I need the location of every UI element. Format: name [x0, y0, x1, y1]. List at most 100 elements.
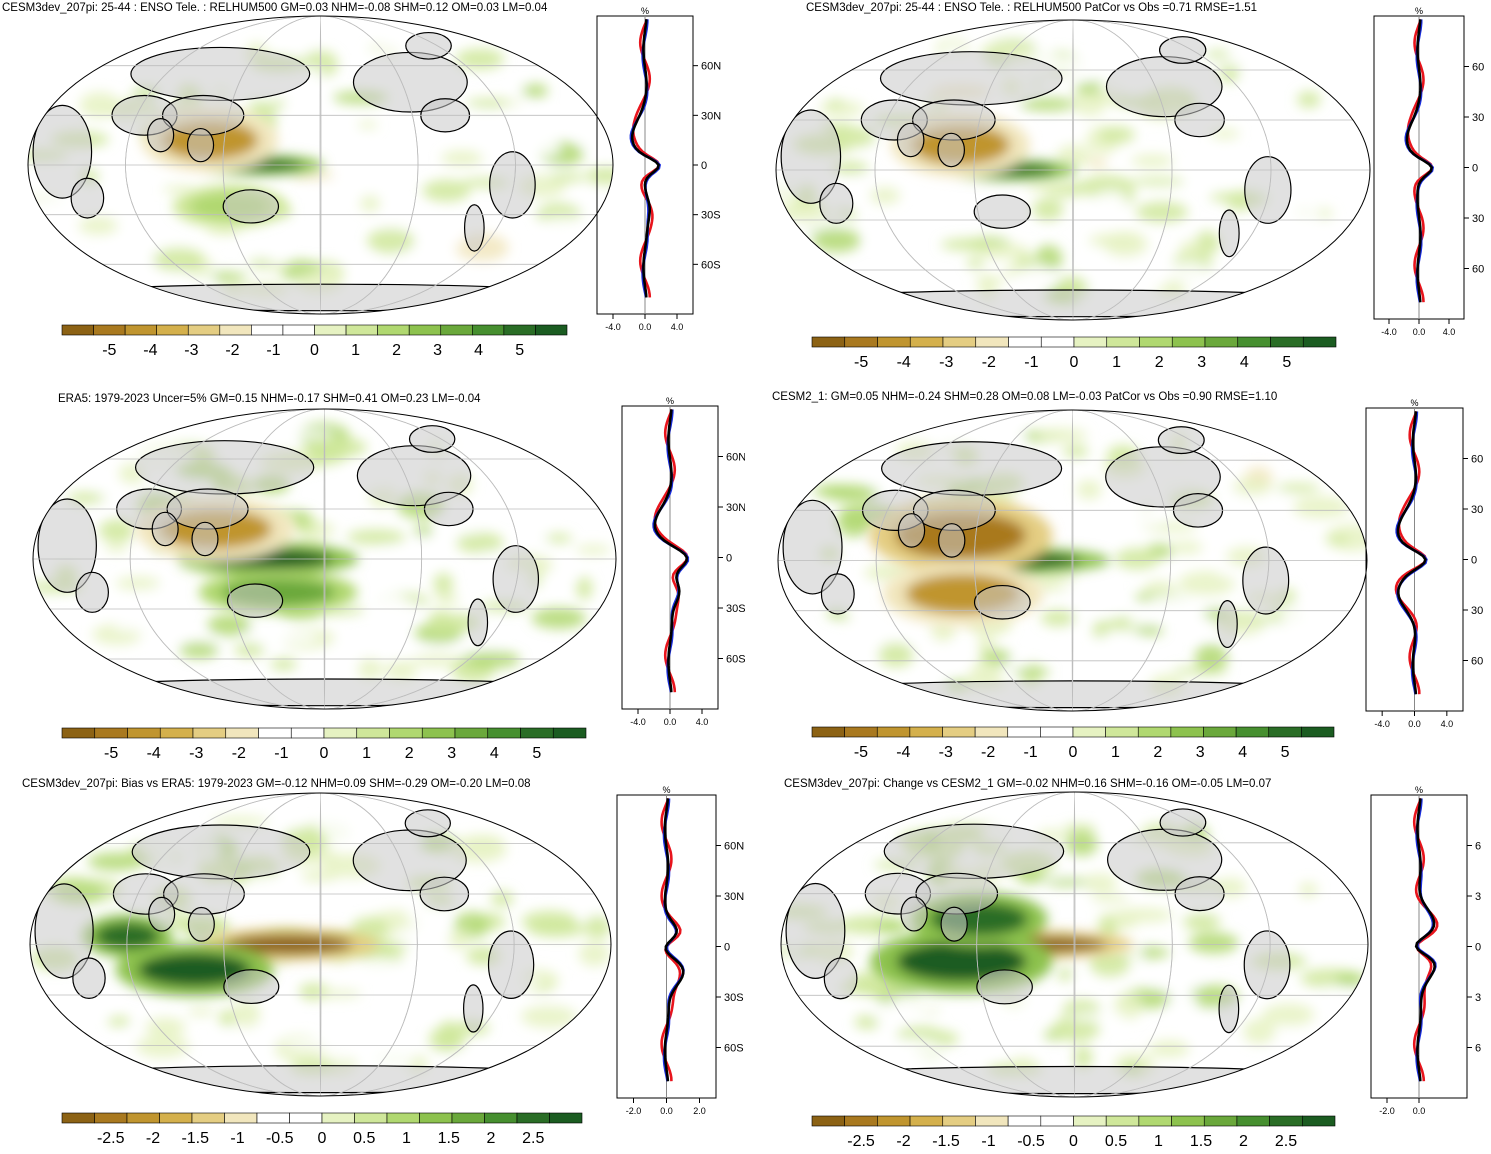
- zonal-y-tick-label: 60: [1471, 454, 1483, 466]
- field-patch: [435, 593, 459, 606]
- meridian-line: [125, 16, 516, 314]
- colorbar-tick-label: 5: [532, 745, 541, 762]
- field-patch: [1062, 445, 1089, 458]
- colorbar-tick-label: -5: [854, 354, 868, 371]
- zonal-x-tick-label: 4.0: [1443, 327, 1456, 337]
- panel-graphic: % -4.0 0.0 4.0 60N 30N 0 30S 60S -5 -4 -3 -2 -1 0 1 2 3 4 5: [27, 6, 721, 359]
- colorbar-swatch: [127, 727, 161, 739]
- zonal-mean-plot: % -2.0 0.0 2.0 60N 30N 0 30S 60S: [616, 785, 744, 1116]
- land-mask: [409, 425, 455, 453]
- colorbar-swatch: [1170, 726, 1204, 738]
- colorbar-swatch: [811, 726, 845, 738]
- field-patch: [1063, 824, 1097, 834]
- field-patch: [1026, 180, 1071, 193]
- coastline: [70, 177, 105, 219]
- land-mask: [1217, 600, 1238, 648]
- field-patch: [207, 614, 252, 637]
- meridian-line: [973, 410, 1172, 711]
- zonal-x-tick-label: 0.0: [1408, 719, 1421, 729]
- colorbar-swatch: [942, 1115, 976, 1127]
- colorbar-swatch: [61, 1112, 95, 1124]
- map-field: [30, 793, 611, 1096]
- field-patch: [490, 890, 514, 907]
- land-mask: [1219, 210, 1240, 257]
- colorbar-tick-label: -3: [189, 745, 203, 762]
- colorbar-tick-label: 0: [320, 745, 329, 762]
- zonal-y-tick-label: 30S: [726, 603, 745, 615]
- colorbar-swatch: [251, 324, 284, 336]
- colorbar-tick-label: -2: [982, 354, 996, 371]
- zonal-y-tick-label: 0: [1475, 942, 1481, 954]
- field-patch: [379, 546, 401, 559]
- field-patch: [1141, 509, 1168, 522]
- graticule: [30, 793, 611, 1096]
- map-field: [781, 792, 1368, 1097]
- field-patch: [1071, 68, 1098, 81]
- field-patch: [1113, 992, 1143, 1020]
- land-mask: [132, 824, 310, 879]
- map-border: [780, 791, 1369, 1098]
- land-mask: [147, 118, 174, 152]
- coastline: [1242, 546, 1290, 615]
- land-mask: [187, 128, 214, 162]
- colorbar-tick-label: 0.5: [353, 1130, 375, 1147]
- colorbar-tick-label: 1: [1112, 354, 1121, 371]
- coastline: [72, 957, 106, 999]
- land-mask: [821, 573, 855, 615]
- colorbar: -5 -4 -3 -2 -1 0 1 2 3 4 5: [811, 726, 1335, 761]
- zonal-y-tick-label: 30N: [724, 891, 744, 903]
- field-patch: [812, 228, 861, 253]
- field-patch: [358, 166, 399, 194]
- field-patch: [401, 998, 442, 1011]
- meridian-line: [878, 792, 1271, 1097]
- panel-graphic: % -4.0 0.0 4.0 60 30 0 30 60 -5 -4 -3 -2 -1 0 1 2 3 4 5: [775, 6, 1484, 371]
- field-patch: [520, 489, 555, 516]
- panel-title: CESM2_1: GM=0.05 NHM=-0.24 SHM=0.28 OM=0…: [772, 391, 1278, 403]
- field-patch: [1294, 941, 1336, 954]
- field-patch: [1090, 894, 1130, 903]
- zonal-y-tick-label: 3: [1475, 992, 1481, 1004]
- panel-bias: CESM3dev_207pi: Bias vs ERA5: 1979-2023 …: [0, 770, 745, 1149]
- colorbar-swatch: [520, 727, 554, 739]
- land-mask: [884, 824, 1064, 879]
- graticule: [778, 410, 1367, 711]
- colorbar-tick-label: -0.5: [1017, 1133, 1045, 1149]
- field-patch: [1260, 886, 1291, 905]
- colorbar-tick-label: -2: [896, 1133, 910, 1149]
- colorbar-tick-label: 2: [487, 1130, 496, 1147]
- field-patch: [878, 642, 914, 668]
- field-patch: [224, 1024, 280, 1049]
- field-patch: [549, 172, 586, 183]
- field-patch: [1076, 479, 1102, 500]
- zonal-x-tick-label: -4.0: [1374, 719, 1390, 729]
- land-mask: [783, 500, 843, 594]
- colorbar-swatch: [356, 727, 390, 739]
- coastline: [222, 189, 280, 224]
- colorbar-swatch: [487, 727, 521, 739]
- field-patch: [350, 570, 409, 592]
- zonal-mean-plot: % -2.0 0.0 6 3 0 3 6: [1370, 785, 1481, 1116]
- colorbar-tick-label: 1: [362, 745, 371, 762]
- coastline: [897, 513, 926, 548]
- colorbar-tick-label: 3: [1196, 744, 1205, 761]
- land-mask: [405, 32, 452, 60]
- zonal-curve: [1405, 19, 1434, 303]
- coastline: [187, 906, 215, 942]
- field-patch: [869, 186, 901, 205]
- panel-graphic: % -2.0 0.0 2.0 60N 30N 0 30S 60S -2.5 -2 -1.5 -1 -0.5…: [29, 785, 744, 1147]
- field-patch: [1059, 519, 1079, 540]
- colorbar-swatch: [1105, 726, 1139, 738]
- colorbar-swatch: [1138, 1115, 1172, 1127]
- coastline: [1159, 808, 1207, 837]
- field-patch: [1169, 261, 1209, 285]
- panel-model-patcor: CESM3dev_207pi: 25-44 : ENSO Tele. : REL…: [746, 0, 1491, 385]
- coastline: [75, 571, 109, 613]
- colorbar-swatch: [844, 726, 878, 738]
- land-mask: [898, 513, 925, 548]
- zonal-y-tick-label: 30: [1472, 112, 1484, 124]
- zonal-curve: [630, 19, 661, 298]
- land-mask: [778, 680, 1367, 708]
- coastline: [34, 883, 94, 979]
- coastline: [405, 31, 452, 60]
- field-patch: [1324, 150, 1349, 168]
